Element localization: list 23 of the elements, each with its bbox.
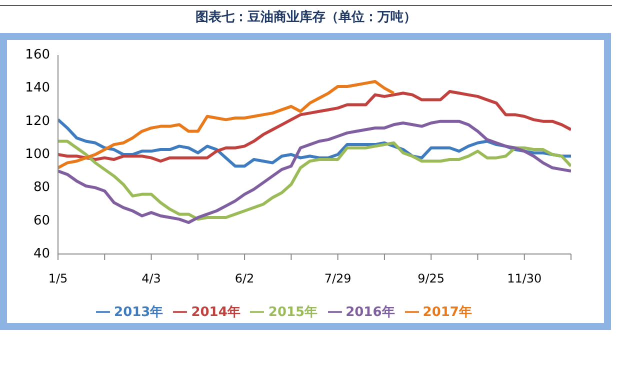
legend-label: 2016年 bbox=[346, 305, 395, 320]
y-tick-label: 140 bbox=[25, 80, 50, 96]
x-tick-label: 9/25 bbox=[418, 272, 445, 286]
line-series bbox=[58, 80, 396, 170]
x-tick-label: 6/2 bbox=[234, 272, 254, 286]
x-tick-label: 1/5 bbox=[48, 272, 68, 286]
y-tick-label: 100 bbox=[25, 147, 50, 162]
legend-label: 2013年 bbox=[114, 305, 164, 320]
x-tick-label: 11/30 bbox=[507, 272, 542, 286]
x-tick-label: 4/3 bbox=[142, 272, 161, 286]
line-series bbox=[58, 90, 571, 163]
legend-label: 2015年 bbox=[268, 305, 318, 320]
legend-label: 2017年 bbox=[422, 305, 472, 320]
y-tick-label: 80 bbox=[33, 180, 50, 196]
chart-title: 图表七：豆油商业库存（单位：万吨） bbox=[0, 5, 612, 32]
y-tick-label: 120 bbox=[25, 114, 50, 129]
y-tick-label: 40 bbox=[33, 246, 50, 262]
line-series bbox=[58, 140, 571, 221]
y-tick-label: 60 bbox=[33, 213, 50, 228]
line-series bbox=[58, 120, 571, 224]
legend-label: 2014年 bbox=[191, 305, 240, 320]
x-tick-label: 7/29 bbox=[324, 272, 352, 286]
y-tick-label: 160 bbox=[25, 48, 50, 62]
